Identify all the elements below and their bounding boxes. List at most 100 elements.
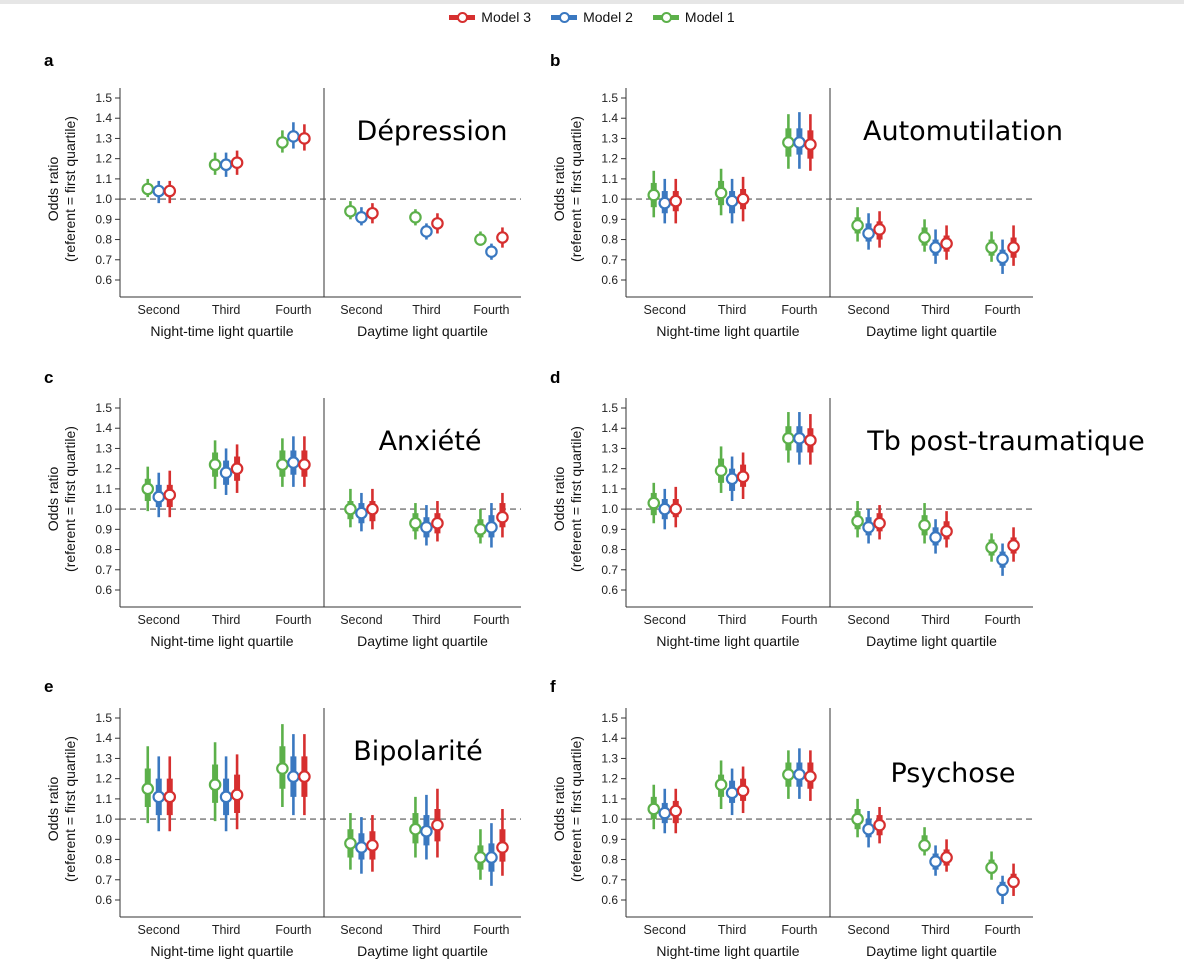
legend-swatch-dot	[457, 12, 469, 23]
y-axis-title: (referent = first quartile)	[62, 116, 78, 262]
odds-ratio-marker	[940, 851, 953, 864]
odds-ratio-marker	[714, 464, 728, 477]
odds-ratio-marker	[298, 770, 311, 783]
data-point-model-2	[658, 788, 672, 834]
data-point-model-1	[276, 724, 289, 807]
odds-ratio-marker	[985, 861, 998, 874]
odds-ratio-marker	[355, 211, 368, 224]
y-tick-label: 0.6	[95, 273, 112, 287]
y-tick-label: 0.9	[601, 522, 618, 536]
odds-ratio-marker	[985, 241, 998, 254]
odds-ratio-marker	[918, 518, 931, 532]
y-tick-label: 1.2	[601, 462, 618, 476]
data-point-model-2	[152, 472, 166, 518]
x-tick-label: Second	[847, 303, 889, 317]
odds-ratio-marker	[714, 778, 728, 792]
odds-ratio-marker	[1007, 539, 1020, 552]
odds-ratio-marker	[474, 523, 487, 536]
data-point-model-3	[940, 839, 953, 872]
data-point-model-3	[496, 809, 509, 876]
odds-ratio-marker	[474, 851, 487, 864]
odds-ratio-marker	[496, 841, 509, 854]
data-point-model-1	[782, 750, 795, 799]
x-tick-label: Third	[921, 613, 950, 627]
legend-swatch-icon	[652, 11, 679, 23]
data-point-model-3	[366, 815, 379, 872]
odds-ratio-marker	[658, 502, 672, 516]
panel-title: Tb post-traumatique	[866, 426, 1144, 457]
y-tick-label: 1.5	[95, 91, 112, 105]
y-tick-label: 0.6	[601, 893, 618, 907]
data-point-model-2	[929, 845, 942, 876]
y-tick-label: 1.1	[601, 792, 618, 806]
legend-swatch-icon	[551, 11, 578, 23]
data-point-model-2	[725, 456, 739, 502]
x-axis-title: Night-time light quartile	[656, 633, 799, 649]
odds-ratio-marker	[669, 502, 683, 516]
data-point-model-2	[485, 503, 498, 548]
odds-ratio-marker	[804, 434, 817, 447]
odds-ratio-marker	[804, 138, 817, 151]
odds-ratio-marker	[276, 458, 289, 471]
x-tick-label: Third	[412, 613, 441, 627]
data-point-model-3	[163, 470, 177, 518]
x-tick-label: Third	[718, 923, 747, 937]
odds-ratio-marker	[782, 432, 795, 445]
odds-ratio-marker	[152, 490, 166, 504]
x-tick-label: Fourth	[781, 613, 817, 627]
odds-ratio-marker	[409, 822, 422, 836]
y-axis-title: (referent = first quartile)	[568, 426, 584, 572]
y-tick-label: 0.9	[95, 832, 112, 846]
data-point-model-3	[669, 178, 683, 224]
x-tick-label: Fourth	[984, 613, 1020, 627]
panel-a: a Dépression 0.6 0.7 0.8 0.9 1.0 1.1 1.2 1.3 1.4 1.…	[44, 51, 521, 339]
x-tick-label: Second	[644, 303, 686, 317]
data-point-model-2	[862, 213, 875, 250]
data-point-model-2	[355, 817, 368, 874]
y-tick-label: 1.5	[601, 401, 618, 415]
odds-ratio-marker	[736, 192, 750, 206]
y-tick-label: 1.3	[95, 751, 112, 765]
y-tick-label: 1.2	[95, 462, 112, 476]
y-tick-label: 1.1	[95, 172, 112, 186]
odds-ratio-marker	[344, 204, 357, 218]
odds-ratio-marker	[996, 883, 1009, 897]
top-border	[0, 0, 1184, 4]
x-tick-label: Second	[138, 613, 180, 627]
y-tick-label: 1.5	[601, 711, 618, 725]
y-tick-label: 1.0	[95, 192, 112, 206]
legend-swatch-dot	[660, 12, 672, 23]
legend-item-model-2: Model 2	[551, 9, 633, 25]
y-tick-label: 0.7	[601, 873, 618, 887]
y-axis-title: (referent = first quartile)	[62, 426, 78, 572]
odds-ratio-marker	[298, 132, 311, 145]
panel-e: e Bipolarité 0.6 0.7 0.8 0.9 1.0 1.1 1.2 1.3 1.4 1.…	[44, 677, 521, 959]
odds-ratio-marker	[208, 158, 222, 172]
odds-ratio-marker	[647, 496, 661, 510]
x-tick-label: Second	[644, 923, 686, 937]
y-tick-label: 1.0	[601, 502, 618, 516]
odds-ratio-marker	[163, 488, 177, 502]
y-axis-title: Odds ratio	[45, 466, 61, 531]
y-tick-label: 0.9	[95, 522, 112, 536]
odds-ratio-marker	[219, 790, 233, 804]
odds-ratio-marker	[431, 818, 444, 832]
odds-ratio-marker	[669, 804, 683, 818]
data-point-model-2	[355, 492, 368, 532]
odds-ratio-marker	[918, 231, 931, 244]
data-point-model-1	[276, 438, 289, 487]
odds-ratio-marker	[420, 225, 433, 238]
data-point-model-3	[298, 734, 311, 816]
x-tick-label: Second	[847, 923, 889, 937]
odds-ratio-marker	[929, 531, 942, 544]
x-tick-label: Third	[212, 303, 241, 317]
odds-ratio-marker	[409, 211, 422, 224]
x-tick-label: Second	[138, 923, 180, 937]
data-point-model-1	[141, 746, 155, 824]
data-point-model-3	[873, 806, 886, 844]
odds-ratio-marker	[344, 837, 357, 850]
odds-ratio-marker	[287, 770, 300, 783]
y-tick-label: 1.4	[95, 421, 112, 435]
odds-ratio-marker	[141, 182, 155, 196]
odds-ratio-marker	[918, 839, 931, 852]
